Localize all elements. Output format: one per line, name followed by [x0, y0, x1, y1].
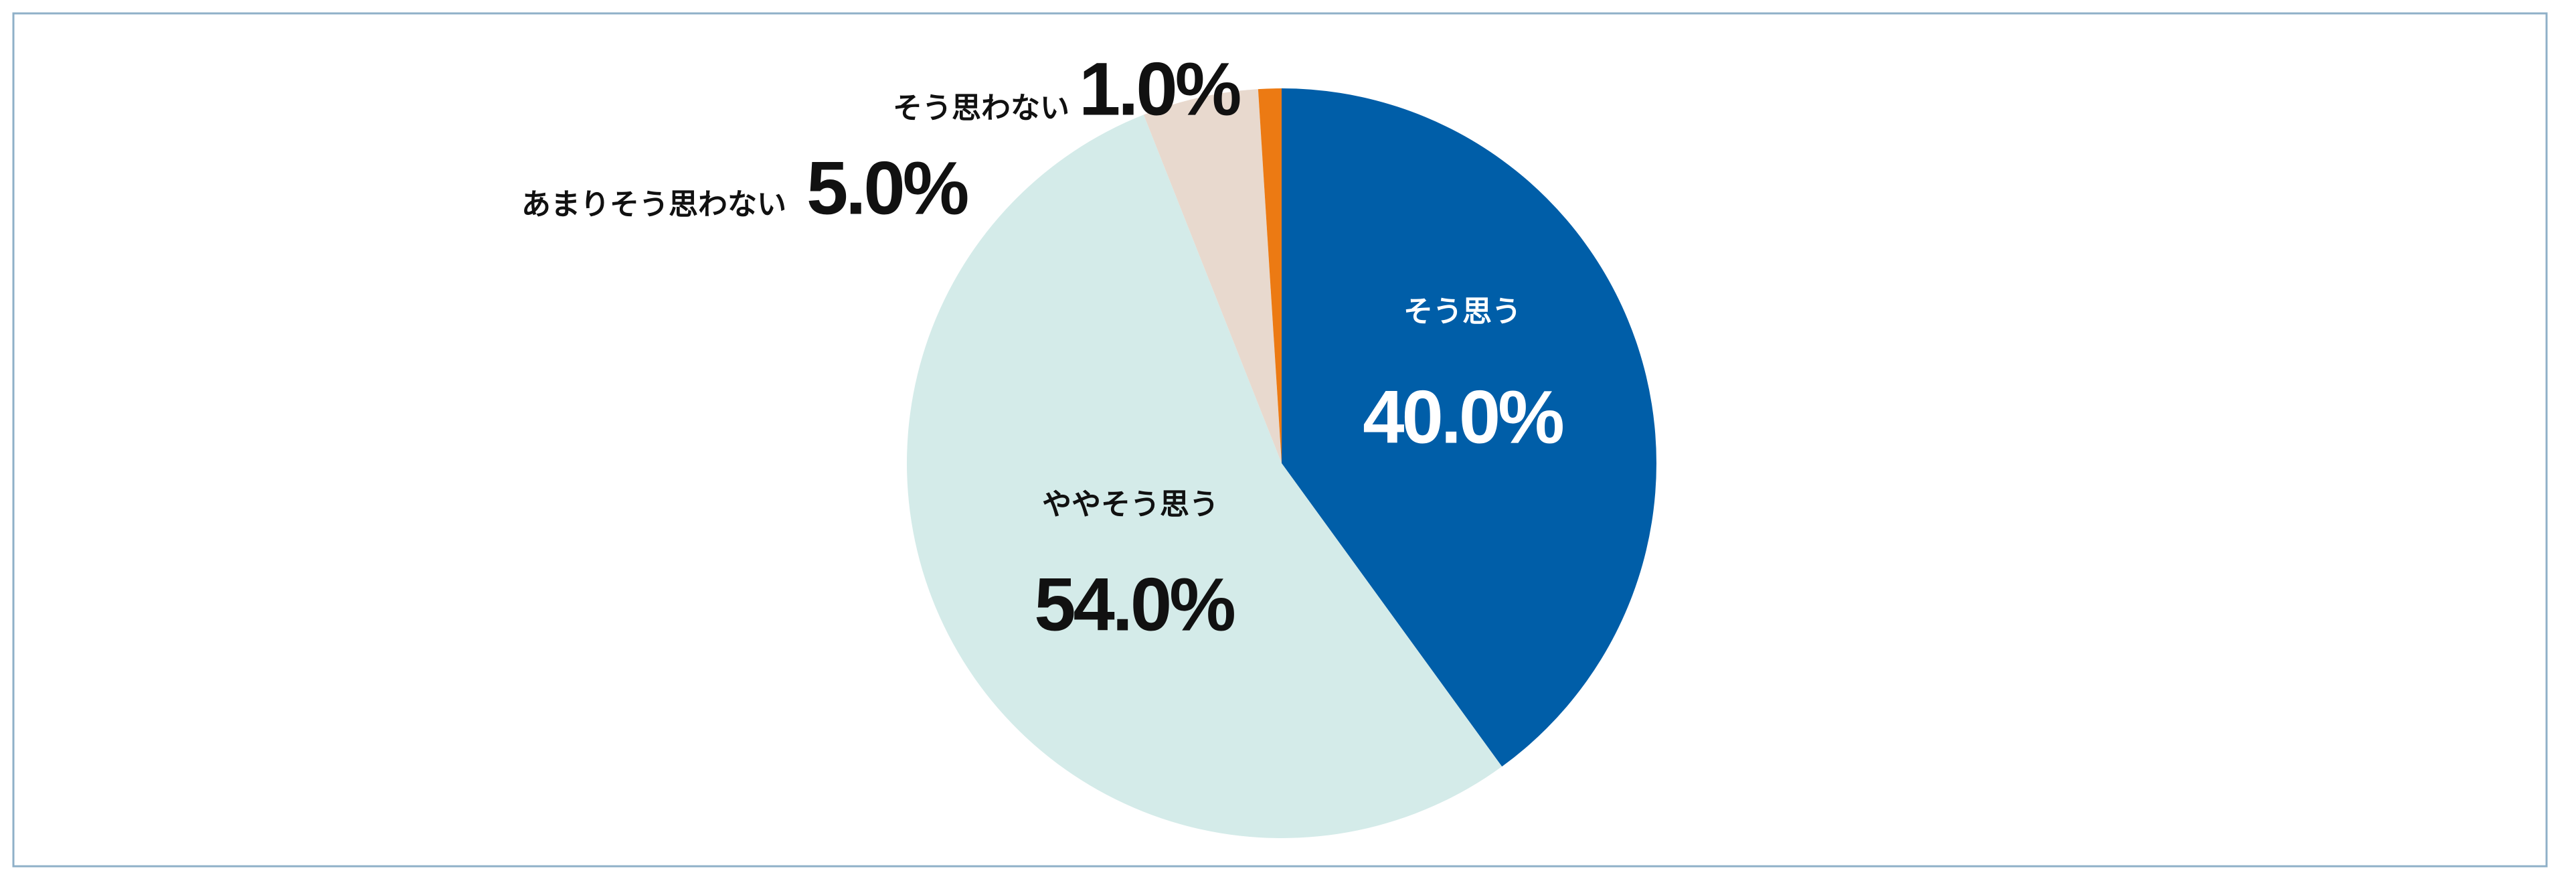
- frame: [12, 12, 2548, 868]
- value-label: 40.0%: [1363, 376, 1563, 459]
- pie-slice: [1282, 88, 1656, 767]
- value-label: 1.0%: [1079, 48, 1240, 131]
- category-label: そう思う: [1403, 295, 1521, 329]
- pie-slice: [1143, 89, 1282, 463]
- pie-slice: [1258, 88, 1282, 463]
- category-label: そう思わない: [893, 91, 1069, 125]
- pie-slice: [907, 114, 1502, 838]
- value-label: 54.0%: [1034, 563, 1234, 647]
- value-label: 5.0%: [806, 147, 968, 230]
- category-label: あまりそう思わない: [521, 187, 786, 222]
- category-label: ややそう思う: [1042, 487, 1219, 521]
